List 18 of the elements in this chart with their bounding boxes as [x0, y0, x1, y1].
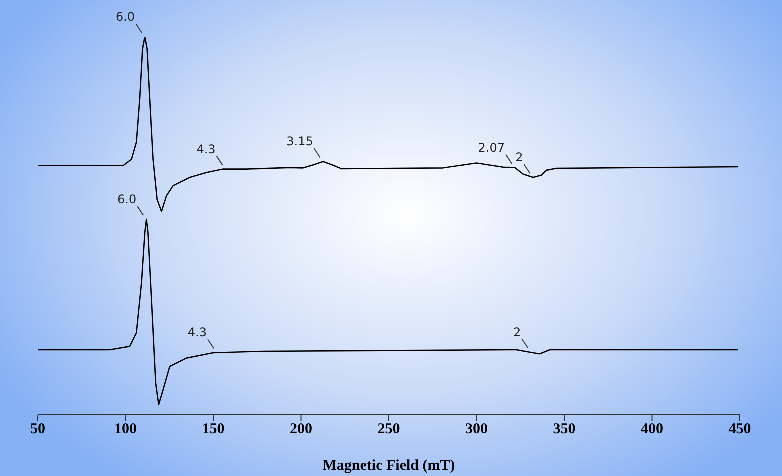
x-axis-title: Magnetic Field (mT) — [322, 458, 456, 474]
x-tick-label: 300 — [466, 422, 488, 438]
annotation: 6.0 — [116, 10, 136, 24]
annotation: 4.3 — [196, 142, 216, 156]
x-tick-label: 450 — [728, 422, 752, 438]
x-tick-label: 350 — [553, 422, 576, 438]
x-tick-label: 50 — [30, 422, 46, 438]
annotation: 2.07 — [478, 140, 506, 155]
x-tick-label: 400 — [641, 422, 664, 438]
annotation: 4.3 — [188, 326, 208, 340]
x-tick-label: 150 — [202, 422, 225, 438]
x-tick-label: 200 — [290, 422, 312, 438]
annotation: 3.15 — [286, 134, 314, 149]
x-tick-label: 250 — [378, 422, 400, 438]
annotation: 2 — [514, 325, 522, 340]
x-tick-label: 100 — [114, 422, 137, 438]
annotation: 2 — [516, 150, 524, 165]
annotation: 6.0 — [118, 192, 137, 207]
